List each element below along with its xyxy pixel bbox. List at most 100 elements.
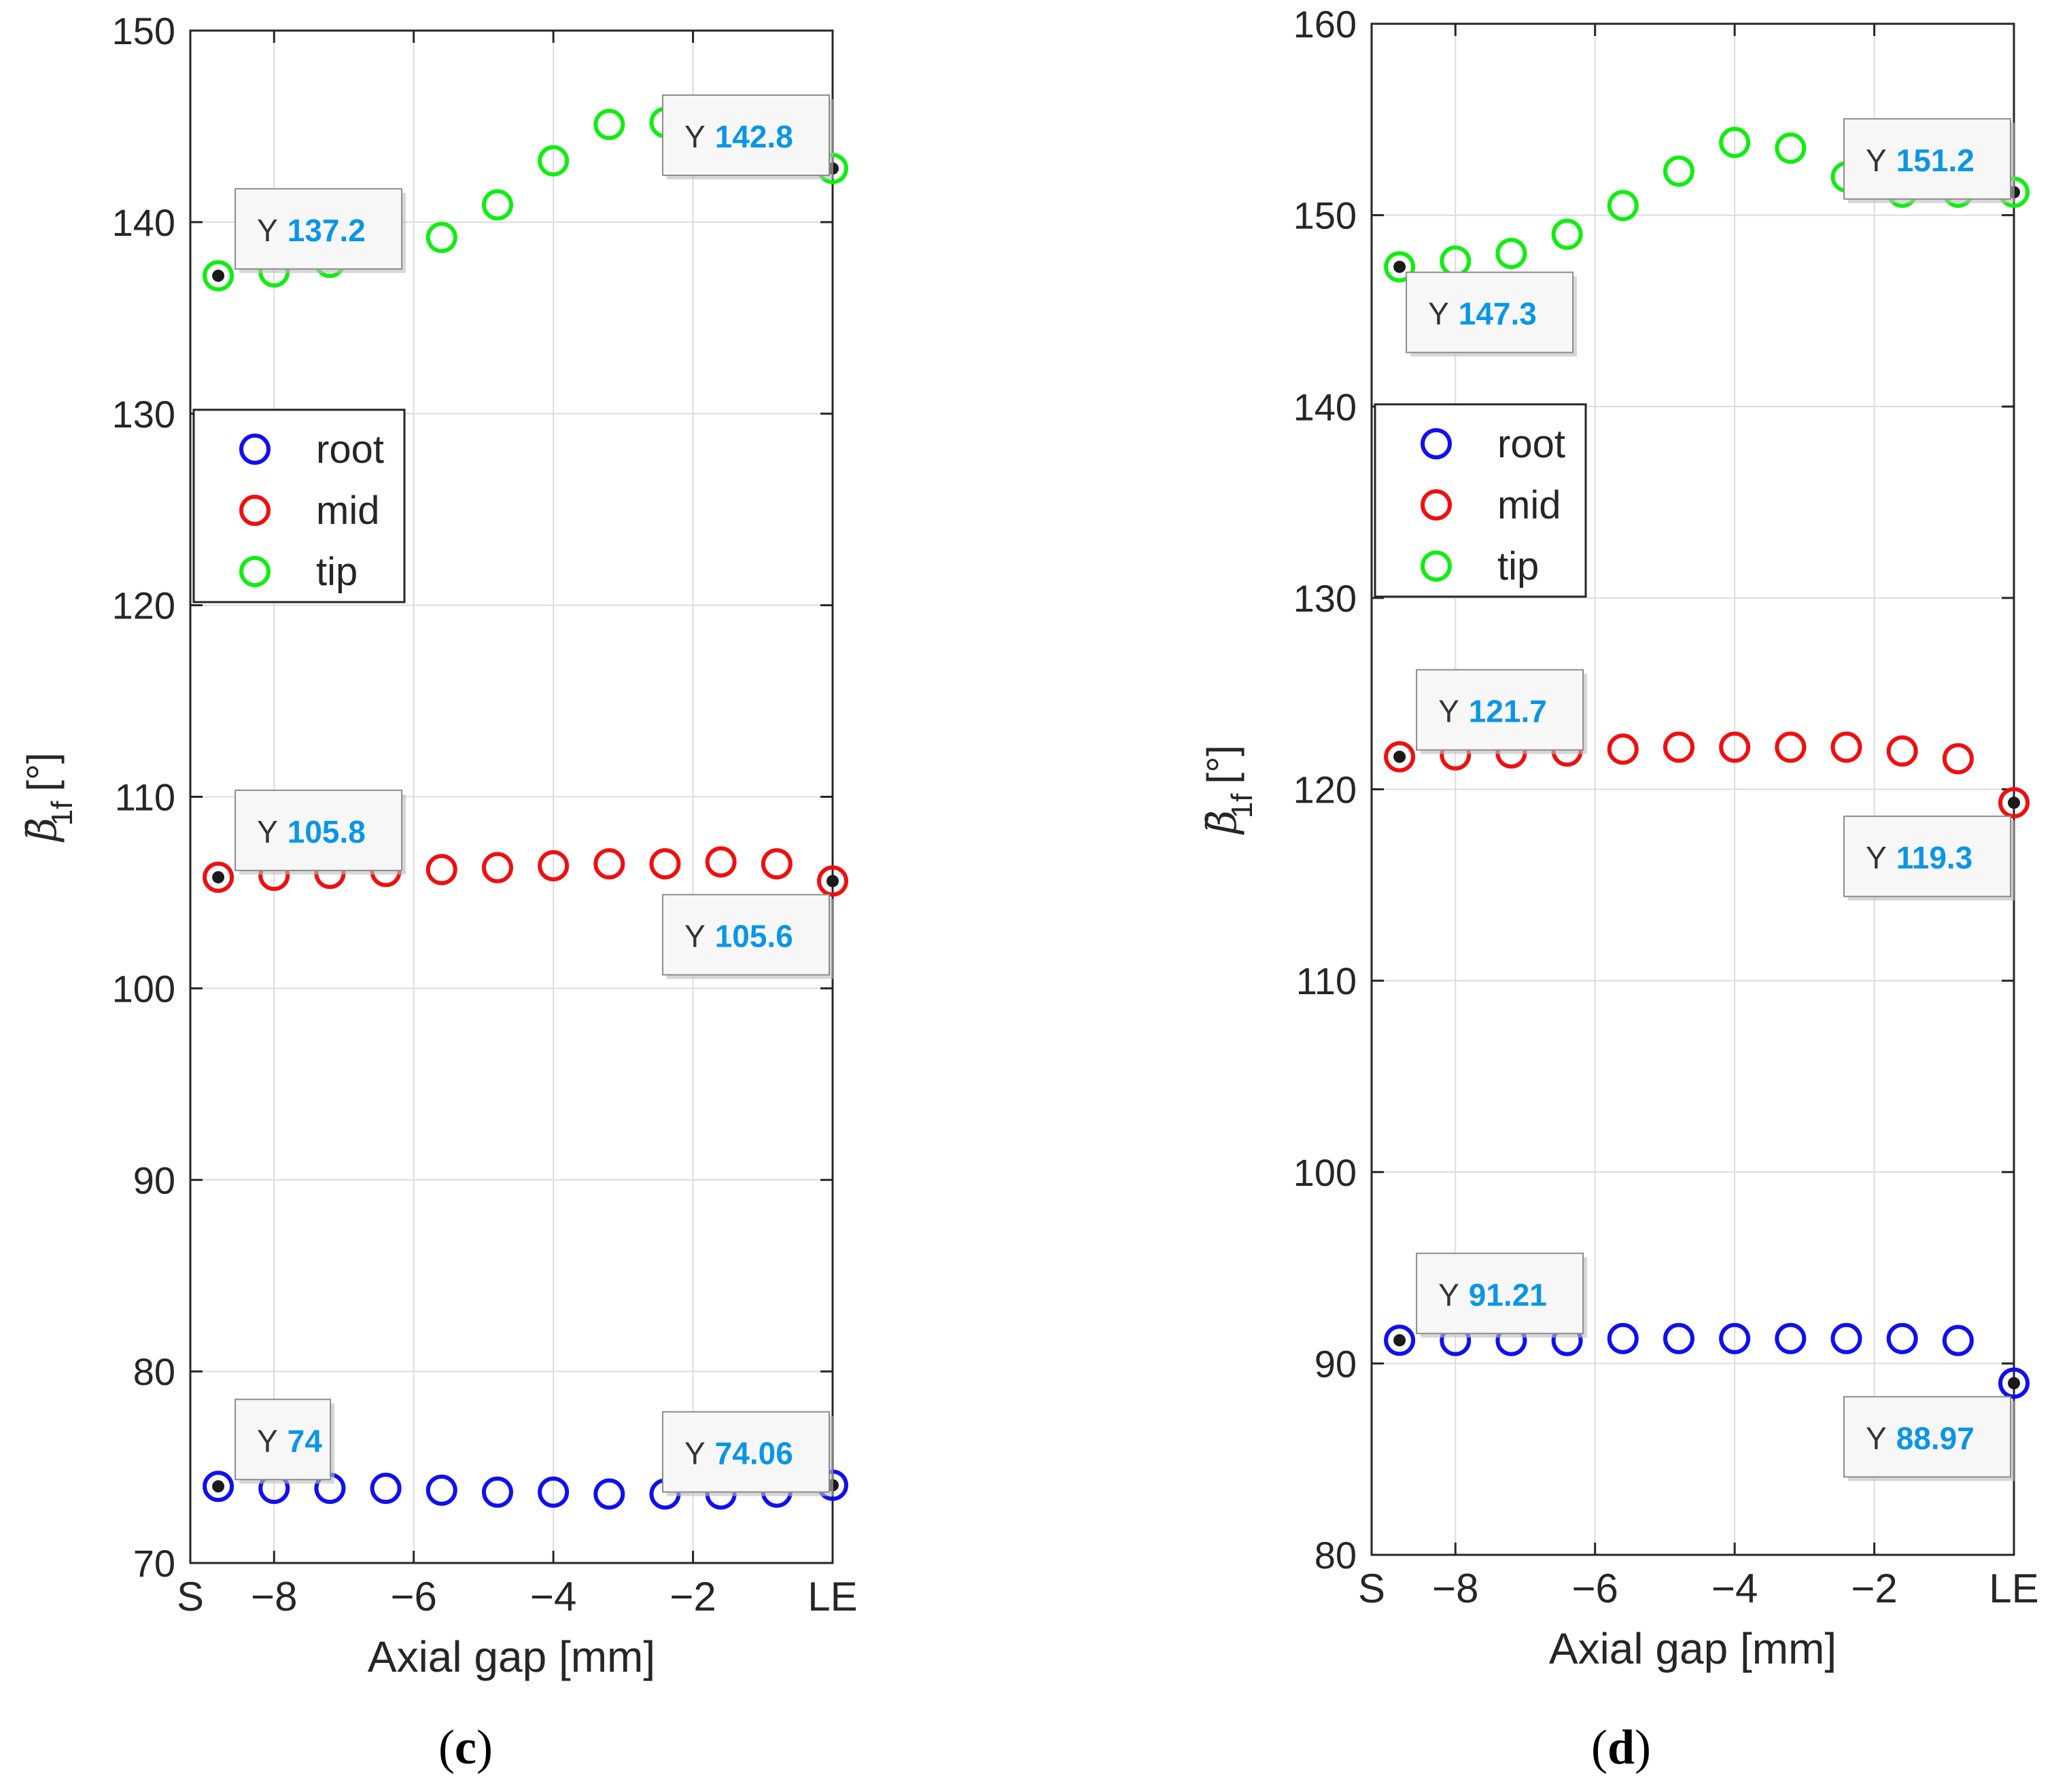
- datatip-anchor: [2008, 796, 2020, 809]
- datatip: Y 105.6: [662, 894, 833, 979]
- datatip-value: 74.06: [715, 1436, 793, 1471]
- y-label-subscript: 1f: [46, 801, 79, 826]
- data-point-mid: [1775, 731, 1807, 763]
- datatip-anchor: [1393, 750, 1406, 763]
- datatip-prefix: Y: [1866, 143, 1887, 178]
- y-label-unit: [°]: [1199, 745, 1245, 784]
- legend-label-tip: tip: [1497, 544, 1539, 588]
- x-tick-label: −8: [251, 1574, 297, 1619]
- data-point-tip: [538, 145, 570, 177]
- datatip-anchor: [1393, 260, 1406, 273]
- y-axis-label: β~1f [°]: [1190, 745, 1259, 834]
- datatip-prefix: Y: [1438, 694, 1459, 729]
- x-tick-label: −6: [390, 1574, 436, 1619]
- data-point-mid: [593, 848, 625, 880]
- data-point-tip: [481, 189, 513, 221]
- legend-label-mid: mid: [1497, 483, 1561, 527]
- datatip-prefix: Y: [684, 1436, 706, 1471]
- datatip-text: Y 74: [257, 1423, 322, 1458]
- datatip-box: [1843, 118, 2011, 200]
- legend-label-root: root: [1497, 422, 1565, 466]
- data-point-mid: [1384, 741, 1416, 773]
- datatip-prefix: Y: [257, 213, 278, 248]
- caption-open-paren: (: [438, 1720, 455, 1774]
- datatip-box: [662, 894, 830, 976]
- x-tick-label: −4: [530, 1574, 576, 1619]
- datatip-value: 88.97: [1896, 1420, 1975, 1456]
- legend-box: [1374, 403, 1587, 598]
- legend-label-root: root: [316, 427, 384, 472]
- data-point-root: [1886, 1322, 1918, 1354]
- datatip-text: Y 151.2: [1866, 143, 1975, 178]
- datatip-text: Y 91.21: [1438, 1277, 1547, 1312]
- datatip-anchor: [212, 1480, 225, 1493]
- legend-marker-root: [239, 434, 271, 465]
- datatip: Y 88.97: [1843, 1396, 2015, 1481]
- chart-panel-c: 70 80 90 100 110 120 130 140 150 S −8 −6 −4 −2 LE Axial…: [10, 10, 858, 1774]
- legend: root mid tip: [1374, 403, 1587, 598]
- data-point-root: [1942, 1324, 1974, 1356]
- y-tick-label: 140: [1293, 385, 1357, 428]
- datatip-value: 105.8: [288, 814, 366, 849]
- datatip-text: Y 119.3: [1866, 840, 1972, 875]
- datatip: Y 74.06: [662, 1411, 833, 1496]
- datatip-prefix: Y: [684, 919, 706, 954]
- caption-open-paren: (: [1591, 1720, 1607, 1774]
- datatip: Y 137.2: [234, 188, 406, 273]
- datatip-value: 74: [288, 1423, 323, 1458]
- panel-caption: (c): [438, 1720, 493, 1774]
- y-tick-label: 120: [1293, 769, 1357, 811]
- caption-close-paren: ): [476, 1720, 493, 1774]
- legend-marker-tip: [1421, 550, 1452, 582]
- datatip-value: 121.7: [1469, 694, 1547, 729]
- y-label-subscript: 1f: [1225, 793, 1259, 818]
- data-point-mid: [481, 851, 513, 883]
- legend: root mid tip: [192, 408, 406, 603]
- x-tick-label: S: [177, 1574, 204, 1619]
- datatip-text: Y 74.06: [684, 1436, 793, 1471]
- datatip-box: [234, 188, 403, 270]
- datatip-value: 142.8: [715, 119, 793, 154]
- y-tick-label: 120: [112, 584, 175, 627]
- y-label-symbol: β: [1198, 810, 1246, 835]
- datatip-prefix: Y: [257, 814, 278, 849]
- datatip: Y 74: [234, 1399, 335, 1484]
- x-tick-label: LE: [1989, 1566, 2038, 1611]
- caption-close-paren: ): [1635, 1720, 1651, 1774]
- x-tick-label: −6: [1571, 1566, 1618, 1611]
- data-point-mid: [817, 865, 848, 897]
- datatip-anchor: [212, 871, 225, 883]
- y-tick-label: 150: [112, 10, 175, 52]
- data-point-tip: [1551, 218, 1583, 250]
- data-point-tip: [1384, 251, 1416, 283]
- datatip-text: Y 105.8: [257, 814, 366, 849]
- x-axis-label: Axial gap [mm]: [1549, 1624, 1837, 1673]
- datatip-value: 151.2: [1896, 143, 1975, 178]
- data-point-root: [1775, 1322, 1807, 1354]
- data-point-mid: [1998, 787, 2030, 819]
- y-tick-label: 80: [133, 1350, 175, 1393]
- y-tick-label: 130: [1293, 577, 1357, 620]
- legend-marker-mid: [239, 495, 271, 526]
- y-tick-label: 150: [1293, 194, 1357, 237]
- legend-label-tip: tip: [316, 550, 358, 594]
- data-point-root: [1830, 1322, 1862, 1354]
- datatip-anchor: [1393, 1334, 1406, 1347]
- data-point-mid: [425, 854, 457, 885]
- axes-frame: [189, 29, 834, 1564]
- datatip: Y 151.2: [1843, 118, 2015, 203]
- data-point-root: [1998, 1367, 2030, 1399]
- datatip-prefix: Y: [1428, 296, 1449, 332]
- datatip-text: Y 142.8: [684, 119, 793, 154]
- data-point-tip: [1719, 126, 1751, 158]
- x-tick-label: S: [1358, 1566, 1385, 1611]
- legend-box: [192, 408, 406, 603]
- data-point-tip: [1775, 133, 1807, 164]
- x-tick-label: −8: [1432, 1566, 1478, 1611]
- datatip-box: [1416, 1252, 1584, 1335]
- y-tick-label: 100: [1293, 1151, 1357, 1194]
- data-point-mid: [203, 861, 234, 893]
- chart-panel-d: 80 90 100 110 120 130 140 150 160 S −8 −6 −4 −2 LE Axia…: [1190, 3, 2039, 1774]
- datatip-prefix: Y: [1438, 1277, 1459, 1312]
- data-point-mid: [1719, 731, 1751, 763]
